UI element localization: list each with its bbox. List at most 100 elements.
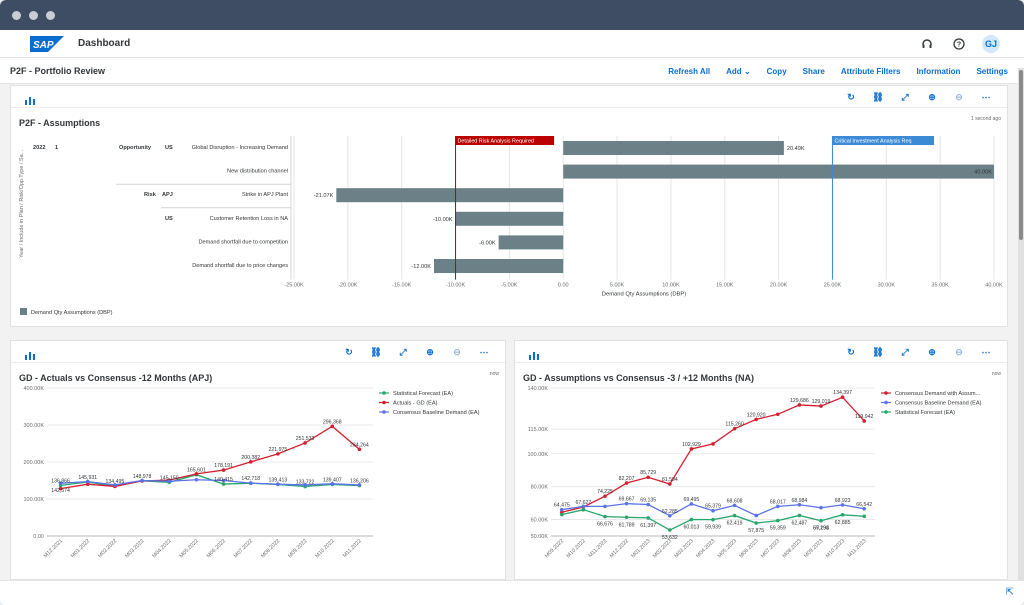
x-tick-label: M09.2022 (544, 538, 565, 559)
bar-value-label: 20.49K (787, 146, 805, 152)
window-close-dot[interactable] (12, 10, 21, 20)
data-point (560, 512, 564, 517)
x-tick-label: M07.2023 (760, 538, 781, 559)
reference-line-label: Detailed Risk Analysis Required (458, 139, 534, 145)
user-avatar[interactable]: GJ (982, 35, 1000, 53)
fullscreen-icon[interactable]: ⤢ (901, 91, 909, 102)
data-point (646, 516, 650, 520)
data-label: 68,017 (770, 499, 786, 505)
attribute-filters-button[interactable]: Attribute Filters (840, 67, 901, 76)
data-point (303, 483, 307, 487)
add-button[interactable]: Add ⌄ (726, 67, 751, 76)
zoom-out-icon[interactable]: ⊖ (955, 91, 963, 102)
data-label: 62,285 (662, 509, 678, 515)
data-label: 62,419 (727, 521, 743, 527)
refresh-icon[interactable]: ↻ (847, 91, 855, 102)
data-label: 61,789 (619, 522, 635, 528)
x-tick-label: -20.00K (338, 283, 358, 289)
card-toolbar: ↻ ⛓ ⤢ ⊕ ⊖ ⋯ (11, 86, 1007, 108)
x-tick-label: M03.2023 (674, 538, 695, 559)
category-label: Demand shortfall due to price changes (192, 263, 288, 269)
data-label: 296,368 (323, 419, 342, 425)
share-button[interactable]: Share (802, 67, 825, 76)
legend-label: Consensus Demand with Assum... (895, 391, 981, 397)
data-point (840, 503, 845, 507)
data-point (776, 518, 780, 523)
y-axis-title: Year / Include in Plan / Risk/Opp Type /… (19, 149, 25, 258)
page-scrollbar[interactable] (1018, 68, 1024, 580)
bar-chart-icon (25, 92, 35, 110)
refresh-icon[interactable]: ↻ (847, 346, 855, 357)
data-point (248, 481, 253, 485)
data-label: 140,415 (214, 477, 233, 483)
legend-label: Statistical Forecast (EA) (393, 391, 453, 397)
page-header: P2F - Portfolio Review Refresh All Add ⌄… (0, 58, 1024, 84)
data-point (819, 505, 823, 510)
fullscreen-icon[interactable]: ⤢ (399, 346, 407, 357)
data-point (194, 472, 199, 476)
data-point (624, 481, 629, 485)
updated-note: now (489, 371, 499, 377)
zoom-in-icon[interactable]: ⊕ (426, 346, 434, 357)
information-button[interactable]: Information (916, 67, 961, 76)
data-label: 221,975 (269, 447, 288, 453)
link-icon[interactable]: ⛓ (872, 346, 884, 357)
zoom-in-icon[interactable]: ⊕ (928, 91, 936, 102)
svg-text:?: ? (957, 42, 961, 49)
x-tick-label: M11.2023 (847, 538, 868, 559)
x-tick-label: M11.2022 (587, 538, 608, 559)
x-tick-label: -5.00K (501, 283, 518, 289)
zoom-in-icon[interactable]: ⊕ (928, 346, 936, 357)
export-icon[interactable]: ⇱ (1005, 587, 1014, 598)
sap-logo[interactable]: SAP (30, 36, 64, 57)
x-tick-label: M09.2022 (287, 538, 308, 559)
data-point (668, 482, 672, 486)
more-icon[interactable]: ⋯ (479, 346, 489, 357)
help-icon[interactable]: ? (950, 35, 968, 53)
bar-chart-icon (25, 347, 35, 365)
more-icon[interactable]: ⋯ (981, 346, 991, 357)
window-maximize-dot[interactable] (46, 10, 55, 20)
reference-line-badge (832, 136, 935, 145)
x-tick-label: 30.00K (878, 283, 896, 289)
data-point (754, 521, 758, 525)
data-label: 136,206 (350, 479, 369, 485)
more-icon[interactable]: ⋯ (981, 91, 991, 102)
data-label: 60,013 (683, 525, 699, 531)
headset-icon[interactable] (918, 35, 936, 53)
data-point (276, 482, 280, 486)
zoom-out-icon[interactable]: ⊖ (955, 346, 963, 357)
data-label: 139,407 (323, 477, 342, 483)
data-label: 200,382 (241, 455, 260, 461)
data-label: 139,413 (269, 477, 288, 483)
data-label: 134,397 (833, 390, 852, 396)
zoom-out-icon[interactable]: ⊖ (453, 346, 461, 357)
data-point (140, 478, 144, 483)
actuals-chart: 0.00 100.00K 200.00K 300.00K 400.00K M12.2021… (24, 386, 480, 559)
bar (563, 164, 994, 179)
legend-label: Consensus Baseline Demand (EA) (393, 410, 480, 416)
scrollbar-thumb[interactable] (1019, 70, 1023, 240)
refresh-icon[interactable]: ↻ (345, 346, 353, 357)
bar-chart-icon (529, 347, 539, 365)
data-point (357, 447, 362, 452)
data-label: 74,225 (597, 489, 613, 495)
x-tick-label: M06.2023 (738, 538, 759, 559)
series-line (60, 479, 360, 486)
link-icon[interactable]: ⛓ (370, 346, 382, 357)
link-icon[interactable]: ⛓ (872, 91, 884, 102)
fullscreen-icon[interactable]: ⤢ (901, 346, 909, 357)
window-minimize-dot[interactable] (29, 10, 38, 20)
settings-button[interactable]: Settings (976, 67, 1008, 76)
updated-note: now (991, 371, 1001, 377)
data-label: 120,920 (747, 412, 766, 418)
x-tick-label: M11.2022 (342, 538, 363, 559)
refresh-all-button[interactable]: Refresh All (668, 67, 711, 76)
x-tick-label: M05.2022 (179, 538, 200, 559)
x-tick-label: 25.00K (824, 283, 842, 289)
copy-button[interactable]: Copy (766, 67, 787, 76)
data-point (248, 460, 253, 464)
data-point (689, 502, 694, 506)
data-label: 134,495 (106, 479, 125, 485)
data-point (221, 482, 226, 486)
